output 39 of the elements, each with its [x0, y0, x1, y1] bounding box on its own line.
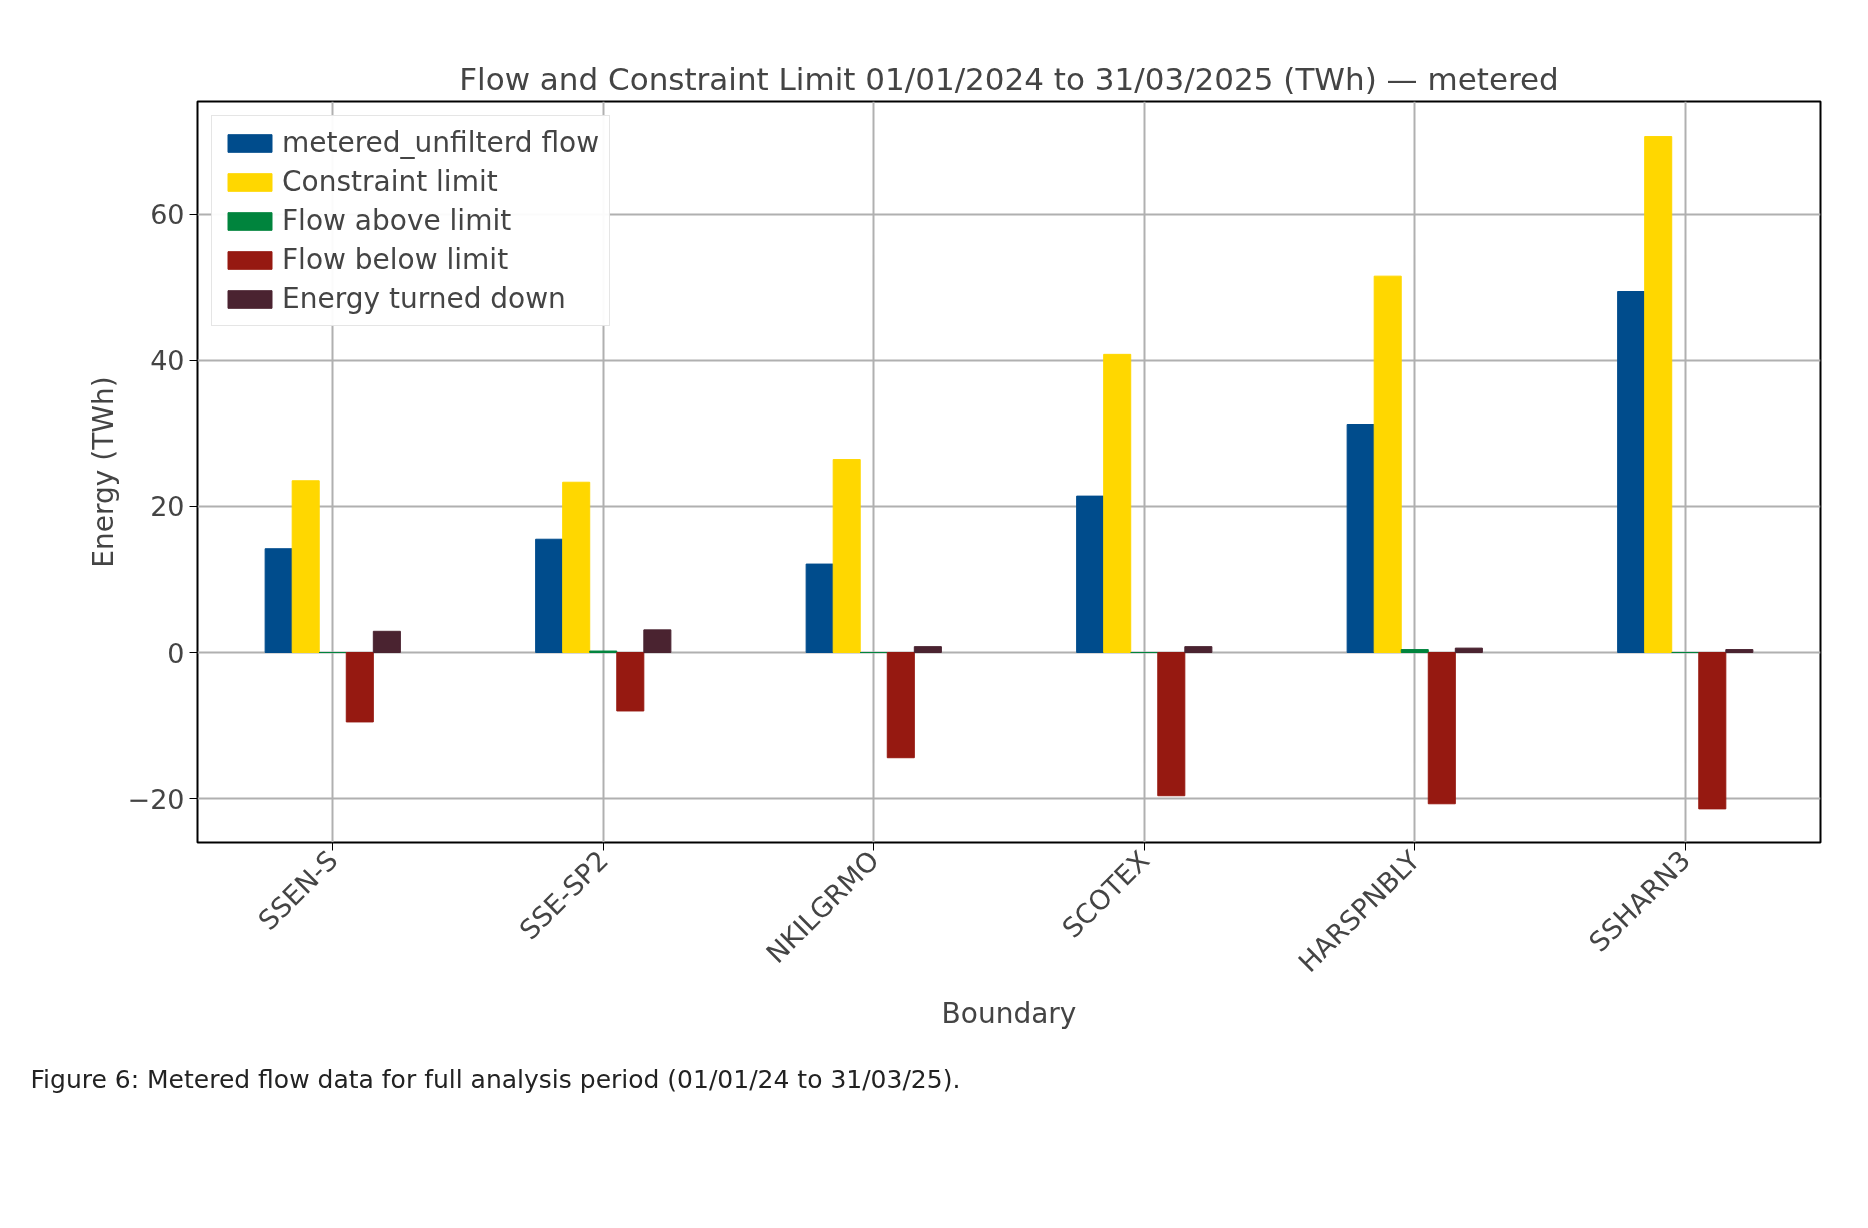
y-tick-label: 20 [150, 491, 185, 523]
y-tick-label: 0 [167, 637, 185, 669]
bar [1725, 649, 1754, 653]
bar [1400, 649, 1429, 653]
bar [1454, 647, 1483, 653]
y-tick-label: 40 [150, 345, 185, 377]
bar [832, 459, 861, 653]
bar [1157, 652, 1186, 797]
caption: Figure 6: Metered flow data for full analysis period (01/01/24 to 31/03/25). [30, 1064, 961, 1094]
bar [1617, 291, 1646, 653]
bar [345, 652, 374, 723]
y-axis-title: Energy (TWh) [86, 376, 120, 568]
y-tick-label: 60 [150, 199, 185, 231]
legend-label: Flow above limit [282, 204, 512, 237]
bar [291, 480, 320, 653]
y-tick-label: −20 [127, 783, 185, 815]
bar [616, 652, 645, 712]
bar [1184, 646, 1213, 653]
bar [1644, 136, 1673, 653]
bar [1427, 652, 1456, 805]
bar [562, 481, 591, 653]
bar [1373, 275, 1402, 653]
bar [886, 652, 915, 759]
bar [643, 629, 672, 653]
bar [1346, 424, 1375, 653]
legend-label: Flow below limit [282, 243, 509, 276]
bar [372, 630, 401, 653]
legend-label: Constraint limit [282, 165, 498, 198]
bar [1698, 652, 1727, 810]
legend-label: metered_unfilterd flow [282, 126, 600, 159]
bar [264, 548, 293, 653]
bar [1076, 495, 1105, 653]
bar [805, 563, 834, 653]
bar [1103, 353, 1132, 653]
legend-label: Energy turned down [282, 282, 566, 315]
chart-title: Flow and Constraint Limit 01/01/2024 to 31/03/2025 (TWh) — metered [459, 60, 1559, 97]
bar [913, 646, 942, 653]
x-axis-title: Boundary [941, 996, 1077, 1030]
bar [535, 538, 564, 653]
